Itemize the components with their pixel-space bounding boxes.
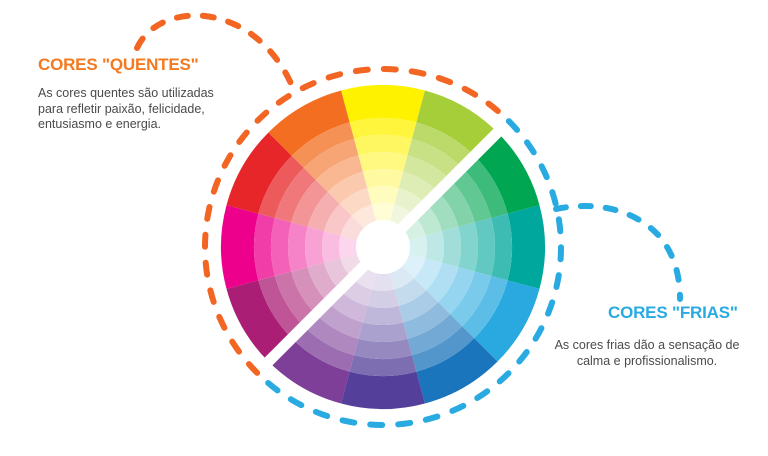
wheel-segment-verde [438, 179, 475, 227]
wheel-segment-laranja [339, 188, 372, 216]
wheel-segment-ciano [450, 271, 492, 327]
warm-colors-description: As cores quentes são utilizadas para ref… [38, 86, 214, 131]
wheel-segment-magenta [304, 226, 325, 268]
wheel-segment-verde-azulado [507, 205, 545, 289]
cool-connector-curve [553, 203, 683, 302]
wheel-segment-verde [450, 167, 492, 223]
wheel-segment-vermelho [324, 203, 352, 236]
wheel-segment-azul [416, 338, 498, 404]
wheel-segment-ciano [438, 267, 475, 315]
wheel-segment-magenta [339, 235, 357, 259]
wheel-segment-violeta [315, 302, 363, 339]
wheel-segment-verde-azulado [409, 235, 427, 259]
cool-colors-title: CORES "FRIAS" [608, 303, 738, 322]
wheel-segment-vermelho-violeta [340, 253, 364, 279]
wheel-segment-verde [462, 155, 508, 219]
wheel-segment-amarelo [362, 169, 404, 189]
wheel-segment-laranja [268, 90, 350, 156]
wheel-segment-verde-azulado [491, 213, 512, 281]
wheel-segment-amarelo-verde [389, 204, 415, 228]
wheel-segment-vermelho-violeta [258, 275, 304, 339]
wheel-segment-magenta [254, 213, 275, 281]
wheel-segment-violeta [268, 338, 350, 404]
wheel-segment-verde [474, 132, 540, 214]
wheel-segment-vermelho [258, 155, 304, 219]
wheel-segment-amarelo [354, 135, 412, 156]
wheel-segment-azul-violeta [341, 371, 425, 409]
wheel-segment-azul-violeta [349, 355, 417, 376]
wheel-segment-azul-violeta [354, 338, 412, 359]
cool-colors-description: As cores frias dão a sensação de calma e… [554, 338, 740, 368]
wheel-segment-ciano [414, 258, 442, 291]
wheel-segment-amarelo-verde [407, 138, 463, 180]
wheel-segment-amarelo-verde [411, 122, 475, 168]
wheel-segment-amarelo [371, 203, 395, 221]
wheel-segment-azul-violeta [358, 322, 408, 342]
wheel-segment-ciano [426, 262, 459, 303]
cool-dashed-arc [254, 118, 564, 428]
wheel-segment-amarelo [341, 85, 425, 123]
wheel-segment-vermelho-violeta [226, 280, 292, 362]
wheel-segment-ciano [474, 280, 540, 362]
wheel-segment-laranja [327, 171, 368, 204]
wheel-segment-magenta [271, 218, 292, 276]
wheel-segment-verde-azulado [441, 226, 461, 268]
wheel-segment-verde [402, 215, 426, 241]
wheel-segment-azul [398, 290, 439, 323]
wheel-segment-amarelo [367, 185, 399, 205]
wheel-segment-ciano [402, 253, 426, 279]
wheel-segment-laranja [351, 204, 377, 228]
wheel-segment-laranja [291, 122, 355, 168]
wheel-segment-verde-azulado [458, 222, 478, 272]
wheel-segment-laranja [315, 155, 363, 192]
wheel-segment-vermelho [340, 215, 364, 241]
wheel-segment-verde-azulado [474, 218, 495, 276]
warm-colors-label: CORES "QUENTES" As cores quentes são uti… [38, 55, 253, 133]
wheel-segment-vermelho-violeta [274, 271, 316, 327]
wheel-segment-verde-azulado [425, 231, 444, 263]
wheel-segment-ciano [462, 275, 508, 339]
wheel-segment-azul [403, 302, 451, 339]
wheel-segment-vermelho [291, 179, 328, 227]
wheel-segment-azul [394, 278, 427, 306]
warm-connector-curve [134, 12, 296, 91]
wheel-segment-azul [407, 314, 463, 356]
wheel-segment-vermelho [274, 167, 316, 223]
wheel-segment-violeta [303, 314, 359, 356]
wheel-segment-amarelo-verde [416, 90, 498, 156]
wheel-segment-azul-violeta [367, 289, 399, 308]
wheel-segment-vermelho [226, 132, 292, 214]
wheel-segment-amarelo [358, 152, 408, 172]
wheel-segment-magenta [288, 222, 308, 272]
wheel-segment-violeta [291, 326, 355, 372]
wheel-segment-azul-violeta [371, 273, 395, 291]
wheel-segment-amarelo [349, 118, 417, 139]
wheel-segment-azul-violeta [362, 305, 404, 325]
wheel-segment-magenta [322, 231, 341, 263]
wheel-segment-laranja [303, 138, 359, 180]
wheel-segment-magenta [221, 205, 259, 289]
wheel-segment-azul [389, 266, 415, 290]
wheel-segment-amarelo-verde [403, 155, 451, 192]
warm-colors-title: CORES "QUENTES" [38, 55, 199, 74]
wheel-segment-vermelho [307, 191, 340, 232]
wheel-center [356, 220, 410, 274]
wheel-segment-azul [411, 326, 475, 372]
warm-dashed-arc [202, 66, 512, 376]
wheel-segment-vermelho-violeta [291, 267, 328, 315]
wheel-segment-violeta [351, 266, 377, 290]
